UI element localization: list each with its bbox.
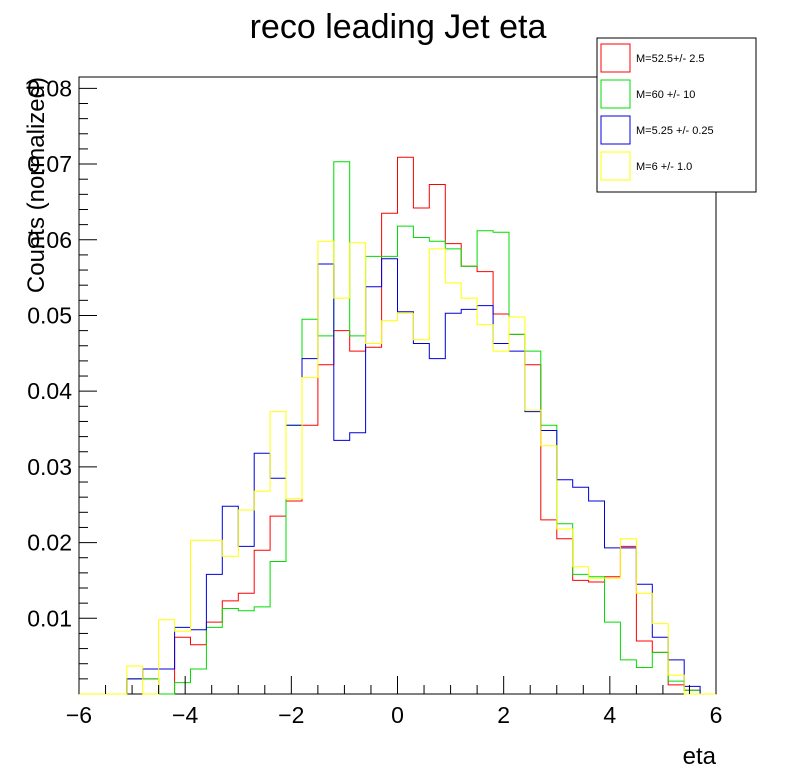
legend-swatch-2 [600,79,631,109]
histogram-series-4 [79,240,716,695]
histogram-series-group [79,156,716,695]
x-tick-label: −4 [172,702,198,728]
chart-title: reco leading Jet eta [250,8,547,46]
x-tick-label: 6 [710,702,723,728]
x-tick-label: −6 [66,702,92,728]
x-tick-label: 2 [497,702,510,728]
x-tick-label: 4 [603,702,616,728]
y-tick-label: 0.02 [27,530,72,556]
y-tick-label: 0.06 [27,227,72,253]
y-tick-label: 0.05 [27,302,72,328]
y-axis-ticks: 0.01 0.02 0.03 0.04 0.05 0.06 0.07 0.08 [27,75,97,680]
legend-swatch-3 [600,115,631,145]
y-tick-label: 0.08 [27,75,72,101]
y-axis-label: Counts (normalized) [23,77,50,293]
x-axis-label: eta [683,743,717,770]
histogram-series-3 [79,258,716,695]
legend-label-2: M=60 +/- 10 [636,89,695,101]
y-tick-label: 0.03 [27,454,72,480]
legend-box [596,37,757,193]
x-tick-label: 0 [391,702,404,728]
legend-label-1: M=52.5+/- 2.5 [636,53,705,65]
x-tick-label: −2 [278,702,304,728]
histogram-series-2 [79,161,716,695]
legend: M=52.5+/- 2.5 M=60 +/- 10 M=5.25 +/- 0.25 M… [596,37,757,193]
y-tick-label: 0.07 [27,151,72,177]
legend-label-4: M=6 +/- 1.0 [636,161,692,173]
legend-swatch-4 [600,151,631,181]
legend-swatch-1 [600,43,631,73]
y-tick-label: 0.04 [27,378,72,404]
y-tick-label: 0.01 [27,605,72,631]
x-axis-ticks: −6 −4 −2 0 2 4 6 [66,676,723,728]
legend-label-3: M=5.25 +/- 0.25 [636,125,714,137]
